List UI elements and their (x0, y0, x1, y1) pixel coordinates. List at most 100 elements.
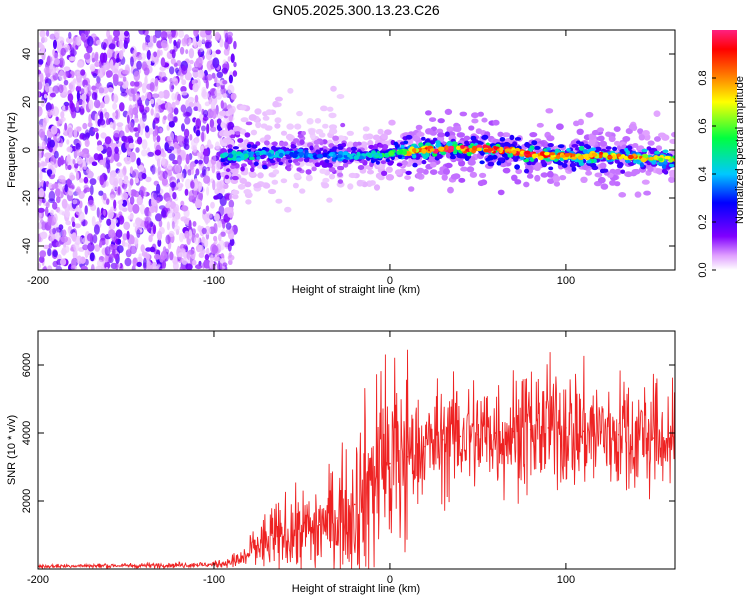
tone-cell (305, 174, 313, 182)
noise-speckle (122, 69, 130, 75)
tone-cell (347, 141, 354, 148)
noise-speckle (73, 78, 77, 84)
tone-cell (448, 145, 455, 150)
noise-speckle (194, 199, 203, 209)
noise-speckle (169, 81, 174, 93)
x-tick-label: 0 (387, 275, 393, 287)
tone-cell (231, 175, 239, 181)
noise-speckle (197, 69, 204, 79)
noise-speckle (127, 215, 133, 220)
snr-frame (37, 330, 676, 570)
tone-cell (320, 105, 328, 112)
noise-speckle (56, 132, 61, 142)
noise-speckle (94, 61, 100, 68)
tone-cell (571, 144, 579, 148)
noise-speckle (43, 36, 48, 43)
noise-speckle (112, 112, 117, 117)
tone-cell (337, 172, 344, 178)
y-tick-label: 4000 (21, 421, 33, 445)
tone-cell (319, 147, 324, 151)
tone-cell (458, 160, 466, 167)
tone-cell (487, 161, 495, 167)
noise-speckle (156, 135, 161, 143)
noise-speckle (184, 230, 190, 239)
noise-speckle (203, 259, 211, 269)
tone-cell (479, 172, 487, 178)
noise-speckle (169, 131, 175, 142)
noise-speckle (140, 95, 146, 102)
tone-cell (599, 162, 607, 169)
noise-speckle (76, 150, 80, 157)
tone-cell (556, 123, 564, 130)
noise-speckle (176, 135, 184, 143)
noise-speckle (119, 102, 125, 112)
tone-cell (218, 110, 227, 117)
tone-cell (408, 186, 415, 192)
noise-speckle (58, 224, 64, 231)
noise-speckle (128, 95, 133, 102)
tone-cell (256, 156, 261, 160)
noise-speckle (160, 39, 168, 49)
noise-speckle (121, 79, 129, 89)
tone-cell (511, 174, 518, 181)
snr-series (38, 349, 675, 569)
noise-speckle (69, 100, 74, 109)
tone-cell (328, 166, 336, 173)
tone-cell (553, 181, 561, 187)
noise-speckle (63, 66, 71, 72)
noise-speckle (83, 165, 87, 170)
tone-cell (255, 151, 260, 156)
noise-speckle (76, 71, 81, 78)
tone-cell (580, 176, 588, 183)
noise-speckle (58, 70, 65, 81)
noise-speckle (194, 94, 199, 103)
noise-speckle (181, 37, 188, 47)
noise-speckle (168, 36, 172, 44)
noise-speckle (44, 82, 50, 93)
tone-cell (378, 143, 384, 148)
tone-cell (350, 146, 357, 152)
x-tick-label: -200 (27, 574, 49, 586)
noise-speckle (139, 125, 144, 136)
noise-speckle (211, 244, 218, 254)
noise-speckle (84, 187, 91, 193)
tone-cell (546, 170, 554, 178)
noise-speckle (118, 177, 123, 186)
noise-speckle (177, 182, 181, 187)
noise-speckle (183, 128, 190, 138)
tone-cell (381, 170, 388, 176)
tone-cell (394, 169, 403, 176)
tone-cell (449, 155, 456, 160)
tone-cell (375, 160, 380, 165)
tone-cell (271, 179, 279, 185)
tone-cell (654, 151, 661, 155)
tone-cell (499, 162, 508, 168)
noise-speckle (222, 80, 228, 85)
tone-cell (385, 158, 391, 163)
tone-cell (362, 126, 370, 132)
noise-speckle (209, 118, 215, 129)
snr-point (239, 559, 242, 562)
noise-speckle (92, 234, 98, 244)
tone-cell (640, 157, 647, 163)
tone-cell (459, 111, 468, 117)
noise-speckle (46, 30, 50, 37)
noise-speckle (132, 107, 139, 116)
tone-cell (470, 135, 477, 141)
noise-speckle (136, 157, 141, 166)
noise-speckle (122, 179, 130, 185)
noise-speckle (91, 216, 96, 227)
noise-speckle (222, 102, 228, 111)
tone-cell (504, 148, 512, 152)
noise-speckle (197, 39, 203, 48)
tone-cell (578, 145, 585, 151)
noise-speckle (95, 39, 102, 46)
noise-speckle (87, 199, 95, 207)
tone-cell (228, 153, 234, 159)
noise-speckle (53, 39, 57, 50)
noise-speckle (217, 220, 222, 228)
noise-speckle (176, 172, 183, 180)
noise-speckle (185, 99, 190, 108)
noise-speckle (228, 74, 233, 84)
